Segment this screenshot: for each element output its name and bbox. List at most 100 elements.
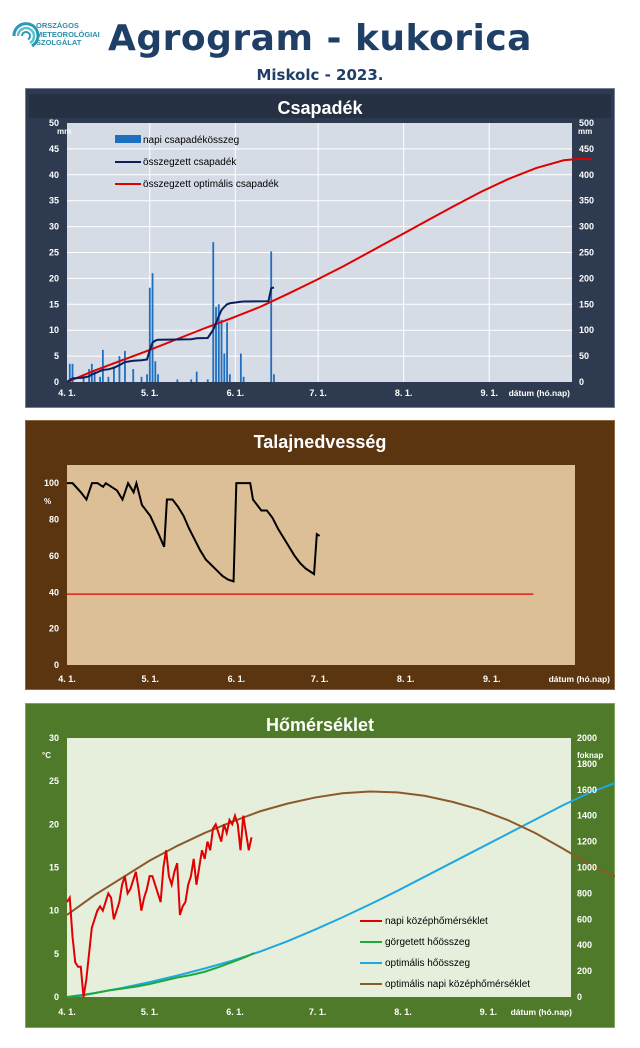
precip-bar — [217, 304, 220, 382]
precip-right-tick-7: 350 — [579, 196, 594, 206]
temp-left-tick-5: 25 — [49, 776, 59, 786]
soil-y-unit: % — [44, 497, 51, 506]
temp-right-tick-8: 1600 — [577, 785, 597, 795]
soil-x-tick-4: 8. 1. — [397, 674, 415, 684]
precip-bar — [101, 349, 104, 382]
precip-right-tick-9: 450 — [579, 144, 594, 154]
temp-left-unit: °C — [42, 751, 51, 760]
temp-x-tick-2: 6. 1. — [226, 1007, 244, 1017]
precipitation-left-ticks: 0 5 10 15 20 25 30 35 40 45 50 — [49, 118, 59, 387]
precip-x-tick-1: 5. 1. — [141, 388, 159, 398]
precip-x-axis-label: dátum (hó.nap) — [509, 388, 571, 398]
temp-x-tick-3: 7. 1. — [309, 1007, 327, 1017]
precip-right-tick-10: 500 — [579, 118, 594, 128]
soil-tick-2: 40 — [49, 587, 59, 597]
precip-left-tick-9: 45 — [49, 144, 59, 154]
precip-bar — [71, 363, 74, 382]
soil-x-tick-3: 7. 1. — [311, 674, 329, 684]
precip-bar — [132, 369, 135, 382]
legend-label-daily-precip: napi csapadékösszeg — [143, 135, 239, 146]
precip-bar — [124, 350, 126, 382]
temp-x-tick-4: 8. 1. — [394, 1007, 412, 1017]
temp-left-ticks: 0 5 10 15 20 25 30 — [49, 733, 59, 1002]
precip-x-tick-4: 8. 1. — [395, 388, 413, 398]
precip-bar — [93, 371, 96, 382]
precip-bar — [190, 379, 193, 382]
omsz-logo-icon — [12, 22, 40, 48]
optimal-cumulative-precip-line — [66, 157, 592, 383]
precip-left-tick-10: 50 — [49, 118, 59, 128]
temp-right-tick-1: 200 — [577, 966, 592, 976]
precip-bar — [212, 242, 215, 382]
soil-plot-area — [67, 465, 575, 665]
precip-right-tick-8: 400 — [579, 170, 594, 180]
precip-bar — [157, 374, 159, 382]
precip-bar — [148, 287, 151, 382]
temp-left-tick-4: 20 — [49, 819, 59, 829]
soil-x-tick-0: 4. 1. — [58, 674, 76, 684]
precipitation-right-ticks: 0 50 100 150 200 250 300 350 400 450 500 — [579, 118, 594, 387]
precipitation-chart: Csapadék 0 5 10 15 20 25 30 35 40 45 50 0 50 100 150 2… — [25, 88, 615, 408]
precip-bar — [113, 366, 115, 382]
temp-left-tick-0: 0 — [54, 992, 59, 1002]
soil-x-tick-5: 9. 1. — [483, 674, 501, 684]
temp-left-tick-2: 10 — [49, 906, 59, 916]
precip-left-tick-7: 35 — [49, 196, 59, 206]
page-subtitle: Miskolc - 2023. — [256, 66, 384, 84]
precipitation-title-bar — [29, 94, 611, 118]
soil-title: Talajnedvesség — [254, 432, 387, 452]
precip-bar — [228, 374, 231, 382]
precip-bar — [140, 376, 143, 382]
precip-bar — [242, 376, 245, 382]
precip-right-tick-5: 250 — [579, 248, 594, 258]
soil-x-ticks: 4. 1. 5. 1. 6. 1. 7. 1. 8. 1. 9. 1. — [58, 674, 500, 684]
precip-right-tick-0: 0 — [579, 377, 584, 387]
precip-left-tick-4: 20 — [49, 273, 59, 283]
soil-tick-3: 60 — [49, 551, 59, 561]
precip-x-tick-2: 6. 1. — [227, 388, 245, 398]
legend-label-rolling: görgetett hőösszeg — [385, 937, 470, 948]
precip-bar — [206, 379, 209, 382]
temp-right-tick-4: 800 — [577, 888, 592, 898]
temp-right-tick-3: 600 — [577, 914, 592, 924]
precip-bar — [273, 374, 275, 382]
precip-bar — [195, 371, 198, 382]
temperature-legend: napi középhőmérséklet görgetett hőösszeg… — [360, 916, 530, 990]
precipitation-bars — [68, 242, 275, 382]
temp-title: Hőmérséklet — [266, 715, 374, 735]
legend-label-optimal: összegzett optimális csapadék — [143, 179, 280, 190]
precip-x-tick-5: 9. 1. — [480, 388, 498, 398]
precip-x-tick-0: 4. 1. — [58, 388, 76, 398]
precip-left-tick-8: 40 — [49, 170, 59, 180]
page-title: Agrogram - kukorica — [108, 18, 532, 59]
temp-left-tick-3: 15 — [49, 863, 59, 873]
precip-right-tick-2: 100 — [579, 325, 594, 335]
precip-right-tick-6: 300 — [579, 222, 594, 232]
precip-left-unit: mm — [57, 127, 71, 136]
precip-bar — [68, 363, 71, 382]
precip-right-tick-3: 150 — [579, 299, 594, 309]
soil-moisture-line — [67, 479, 321, 583]
precip-left-tick-1: 5 — [54, 351, 59, 361]
temp-x-axis-label: dátum (hó.nap) — [511, 1007, 573, 1017]
precip-bar — [239, 353, 242, 382]
precip-left-tick-6: 30 — [49, 222, 59, 232]
temp-x-tick-1: 5. 1. — [141, 1007, 159, 1017]
temp-right-tick-9: 1800 — [577, 759, 597, 769]
temp-right-tick-10: 2000 — [577, 733, 597, 743]
logo-line-2: METEOROLÓGIAI — [36, 29, 100, 39]
precip-bar — [107, 376, 110, 382]
precip-bar — [220, 319, 223, 382]
precip-x-tick-3: 7. 1. — [309, 388, 327, 398]
legend-label-daily-temp: napi középhőmérséklet — [385, 916, 488, 927]
temperature-chart: Hőmérséklet 0 5 10 15 20 25 30 0 200 400 600 800 10… — [25, 703, 615, 1028]
precip-left-tick-5: 25 — [49, 248, 59, 258]
legend-label-cumulative: összegzett csapadék — [143, 157, 237, 168]
precip-right-tick-1: 50 — [579, 351, 589, 361]
logo-line-1: ORSZÁGOS — [36, 21, 79, 30]
temp-x-ticks: 4. 1. 5. 1. 6. 1. 7. 1. 8. 1. 9. 1. — [58, 1007, 497, 1017]
rolling-heat-sum-line — [66, 952, 255, 998]
precip-bar — [223, 353, 226, 382]
precip-bar — [215, 306, 217, 382]
precip-bar — [99, 376, 102, 382]
